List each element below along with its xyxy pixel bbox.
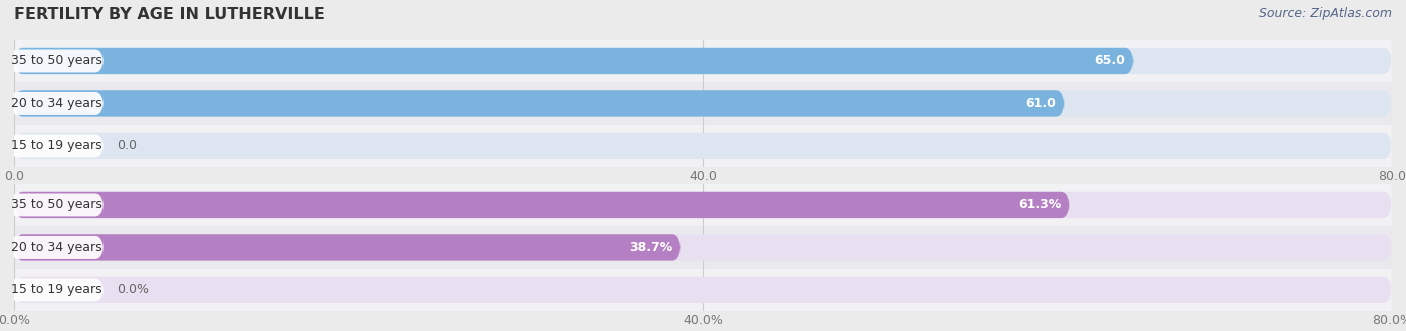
- Bar: [14, 125, 1392, 167]
- FancyBboxPatch shape: [14, 234, 1392, 260]
- FancyBboxPatch shape: [8, 134, 104, 157]
- Bar: [14, 82, 1392, 125]
- Text: Source: ZipAtlas.com: Source: ZipAtlas.com: [1258, 7, 1392, 20]
- Text: 15 to 19 years: 15 to 19 years: [11, 139, 101, 152]
- Text: 20 to 34 years: 20 to 34 years: [11, 97, 101, 110]
- FancyBboxPatch shape: [14, 133, 1392, 159]
- Text: 61.3%: 61.3%: [1018, 199, 1062, 212]
- Text: 0.0: 0.0: [118, 139, 138, 152]
- FancyBboxPatch shape: [8, 92, 104, 115]
- FancyBboxPatch shape: [8, 50, 104, 72]
- Text: 35 to 50 years: 35 to 50 years: [11, 199, 101, 212]
- Text: 65.0: 65.0: [1094, 55, 1125, 68]
- Text: 35 to 50 years: 35 to 50 years: [11, 55, 101, 68]
- FancyBboxPatch shape: [14, 90, 1064, 117]
- Text: 38.7%: 38.7%: [628, 241, 672, 254]
- Text: FERTILITY BY AGE IN LUTHERVILLE: FERTILITY BY AGE IN LUTHERVILLE: [14, 7, 325, 22]
- Text: 20 to 34 years: 20 to 34 years: [11, 241, 101, 254]
- FancyBboxPatch shape: [14, 90, 1392, 117]
- Text: 15 to 19 years: 15 to 19 years: [11, 283, 101, 296]
- FancyBboxPatch shape: [14, 192, 1392, 218]
- FancyBboxPatch shape: [14, 234, 681, 260]
- Bar: [14, 184, 1392, 226]
- FancyBboxPatch shape: [14, 277, 1392, 303]
- Text: 0.0%: 0.0%: [118, 283, 149, 296]
- FancyBboxPatch shape: [14, 48, 1133, 74]
- FancyBboxPatch shape: [14, 192, 1070, 218]
- FancyBboxPatch shape: [14, 48, 1392, 74]
- Bar: [14, 269, 1392, 311]
- FancyBboxPatch shape: [8, 278, 104, 301]
- Bar: [14, 226, 1392, 269]
- FancyBboxPatch shape: [8, 194, 104, 216]
- Bar: [14, 40, 1392, 82]
- FancyBboxPatch shape: [8, 236, 104, 259]
- Text: 61.0: 61.0: [1025, 97, 1056, 110]
